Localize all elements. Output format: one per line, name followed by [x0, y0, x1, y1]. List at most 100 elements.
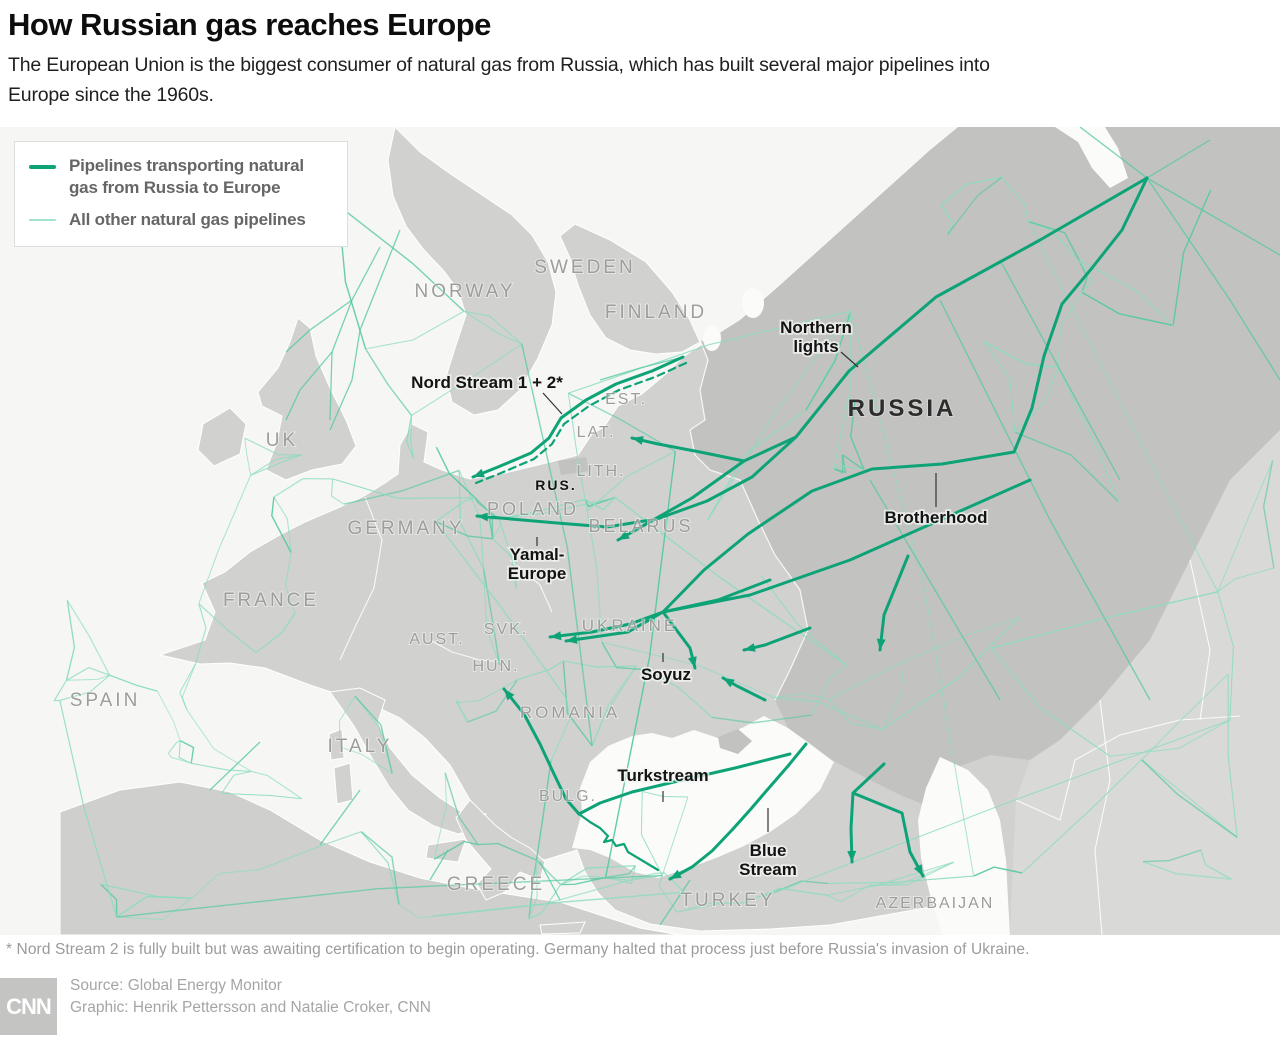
land-ireland [197, 407, 247, 467]
other-pipeline [659, 879, 691, 926]
island-sardinia [333, 762, 354, 805]
other-pipeline [1028, 221, 1080, 261]
border-line [429, 639, 506, 663]
other-pipeline [492, 518, 502, 540]
other-pipeline [168, 740, 181, 754]
nord-stream-pointer [542, 392, 563, 415]
other-pipeline [365, 310, 465, 350]
country-label-spain: SPAIN [70, 690, 141, 711]
other-pipeline [661, 796, 689, 876]
pipeline-belarus-branch [616, 459, 746, 542]
other-pipeline [833, 454, 847, 474]
other-pipeline [827, 875, 974, 884]
other-pipeline [285, 299, 353, 353]
other-pipeline [999, 259, 1121, 481]
legend-label: Pipelines transporting natural gas from … [69, 156, 304, 198]
russian-export-pipelines [471, 176, 1149, 881]
other-pipeline [255, 613, 296, 654]
other-pipeline [563, 660, 637, 668]
other-pipeline [1217, 460, 1274, 592]
other-pipeline [882, 617, 1020, 730]
pipeline-arrowhead [632, 436, 644, 445]
pipeline-arrowhead [477, 512, 489, 522]
page-title: How Russian gas reaches Europe [8, 7, 491, 42]
pipeline-label-northern-lights: Northern [780, 318, 852, 337]
other-pipeline [53, 679, 68, 702]
other-pipeline [338, 695, 356, 747]
other-pipeline [983, 341, 1059, 368]
country-label-belarus: BELARUS [588, 516, 693, 536]
other-pipeline [221, 792, 302, 800]
other-pipeline [1078, 259, 1094, 293]
other-pipeline [550, 698, 571, 762]
pipeline-brotherhood-west-2 [564, 610, 665, 643]
pipeline-arrowhead [847, 850, 857, 862]
other-pipeline [432, 891, 685, 917]
footer: CNN Source: Global Energy Monitor Graphi… [0, 977, 1280, 1038]
other-pipeline [284, 552, 296, 614]
country-label-aust: AUST. [409, 631, 464, 648]
pipeline-nord-stream-2-dashed [474, 361, 688, 485]
other-pipeline [66, 674, 110, 681]
island-corsica [328, 728, 345, 761]
country-label-sweden: SWEDEN [534, 257, 635, 278]
other-pipeline [463, 310, 523, 345]
other-pipeline [941, 176, 1002, 206]
pipeline-brotherhood-west [548, 610, 665, 639]
pipeline-soyuz-east [661, 478, 1032, 614]
country-label-uk: UK [266, 430, 298, 451]
other-pipeline [601, 641, 775, 699]
other-pipeline [805, 310, 852, 411]
pipeline-arrowhead [688, 656, 697, 668]
other-pipeline [1028, 221, 1219, 593]
country-label-bulg: BULG. [539, 788, 597, 805]
other-pipeline [676, 902, 744, 913]
map-container: Nord Stream 1 + 2* Northern lights Brotherh… [0, 127, 1280, 935]
other-pipeline [156, 690, 181, 741]
border-line [509, 559, 553, 613]
other-pipeline [332, 478, 476, 499]
other-pipeline [539, 861, 561, 901]
other-pipeline [562, 660, 593, 747]
other-pipeline [285, 351, 333, 421]
pipeline-northern-lights [742, 176, 1149, 463]
other-pipeline [828, 699, 883, 730]
pipeline-arrowhead [744, 643, 756, 652]
other-pipeline [869, 479, 1001, 701]
pipeline-label-blue-stream: Blue [750, 841, 787, 860]
pipeline-caucasus-caspian [851, 791, 925, 878]
pipeline-label-brotherhood: Brotherhood [885, 508, 988, 527]
other-pipeline [535, 760, 552, 861]
other-pipeline [528, 860, 538, 919]
other-pipeline [329, 229, 401, 431]
other-pipeline [647, 669, 713, 718]
border-line [339, 496, 383, 661]
border-line [1094, 699, 1111, 935]
other-pipeline [833, 465, 865, 471]
other-pipeline [850, 311, 975, 877]
other-pipeline [991, 591, 1218, 649]
other-pipeline [828, 660, 905, 700]
land-north-africa [59, 781, 681, 935]
other-pipeline [1172, 189, 1212, 326]
other-pipeline [168, 753, 192, 764]
other-pipeline [774, 696, 883, 730]
other-pipeline [116, 874, 663, 918]
country-label-hun: HUN. [472, 658, 519, 675]
other-pipeline [435, 446, 476, 499]
other-pipeline [1078, 259, 1088, 293]
land-scandinavia [387, 127, 557, 416]
pipeline-eastern-corridor [1012, 176, 1149, 454]
other-pipeline [1146, 177, 1280, 256]
border-line [1189, 559, 1211, 721]
other-pipeline [850, 399, 865, 470]
lake-ladoga [703, 325, 721, 351]
other-pipeline [65, 600, 76, 681]
other-pipeline [1217, 591, 1234, 721]
land-finland [559, 223, 701, 355]
other-pipeline [568, 310, 851, 394]
other-pipeline [360, 831, 400, 905]
other-pipeline [455, 700, 469, 723]
